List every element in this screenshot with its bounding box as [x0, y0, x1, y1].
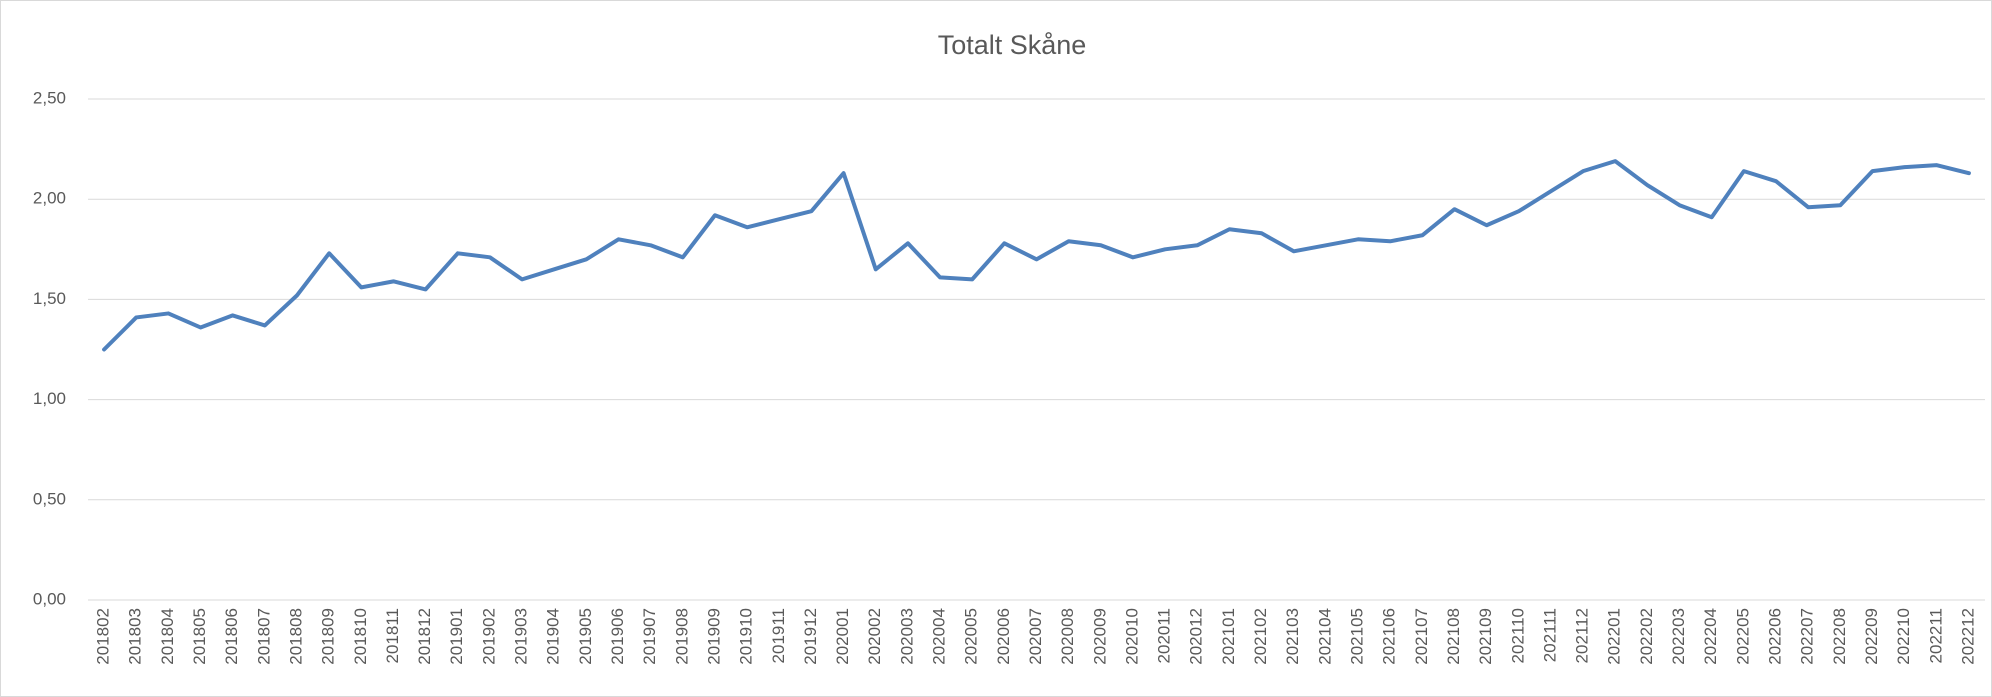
data-line: [102, 159, 1971, 352]
x-tick-label: 201807: [254, 608, 273, 665]
x-tick-label: 201811: [383, 608, 402, 663]
y-tick-label: 0,50: [33, 489, 66, 508]
x-tick-label: 202204: [1701, 608, 1720, 665]
x-tick-label: 201802: [94, 608, 113, 665]
x-tick-label: 202206: [1765, 608, 1784, 665]
x-tick-label: 201812: [415, 608, 434, 665]
x-tick-label: 201912: [801, 608, 820, 665]
x-tick-label: 202110: [1508, 608, 1527, 663]
x-tick-label: 201808: [286, 608, 305, 665]
x-tick-label: 202202: [1637, 608, 1656, 665]
x-tick-label: 202012: [1187, 608, 1206, 665]
x-tick-label: 202104: [1315, 608, 1334, 665]
x-tick-label: 202203: [1669, 608, 1688, 665]
x-tick-label: 202208: [1830, 608, 1849, 665]
x-tick-label: 202111: [1540, 608, 1559, 662]
x-tick-label: 202008: [1058, 608, 1077, 665]
x-tick-label: 202005: [962, 608, 981, 665]
x-tick-label: 202212: [1958, 608, 1977, 665]
x-tick-label: 202105: [1348, 608, 1367, 665]
x-tick-label: 201805: [190, 608, 209, 665]
x-tick-label: 201803: [126, 608, 145, 665]
x-tick-label: 201903: [512, 608, 531, 665]
x-tick-label: 202101: [1219, 608, 1238, 665]
x-tick-label: 202108: [1444, 608, 1463, 665]
x-tick-label: 202211: [1926, 608, 1945, 663]
x-tick-label: 202004: [930, 608, 949, 665]
x-tick-label: 202011: [1155, 608, 1174, 663]
x-tick-label: 202201: [1605, 608, 1624, 665]
x-tick-label: 202103: [1283, 608, 1302, 665]
x-tick-label: 201902: [479, 608, 498, 665]
x-tick-label: 202010: [1122, 608, 1141, 665]
x-tick-label: 201908: [672, 608, 691, 665]
x-tick-label: 202106: [1380, 608, 1399, 665]
x-tick-label: 201910: [737, 608, 756, 665]
x-tick-label: 202002: [865, 608, 884, 665]
x-tick-label: 202107: [1412, 608, 1431, 665]
x-tick-label: 201806: [222, 608, 241, 665]
x-tick-label: 202112: [1573, 608, 1592, 663]
y-tick-label: 0,00: [33, 589, 66, 608]
x-tick-label: 201809: [319, 608, 338, 665]
x-tick-label: 201804: [158, 608, 177, 665]
x-tick-label: 201810: [351, 608, 370, 665]
x-tick-label: 202207: [1798, 608, 1817, 665]
y-tick-label: 1,50: [33, 289, 66, 308]
x-tick-label: 201906: [608, 608, 627, 665]
x-tick-label: 202210: [1894, 608, 1913, 665]
x-tick-label: 201907: [640, 608, 659, 665]
y-tick-label: 2,50: [33, 88, 66, 107]
x-tick-label: 201909: [704, 608, 723, 665]
x-tick-label: 202102: [1251, 608, 1270, 665]
x-tick-label: 202009: [1090, 608, 1109, 665]
x-tick-label: 202007: [1026, 608, 1045, 665]
x-tick-label: 201911: [769, 608, 788, 663]
x-tick-label: 201901: [447, 608, 466, 665]
chart-title: Totalt Skåne: [938, 30, 1087, 60]
x-tick-label: 202209: [1862, 608, 1881, 665]
x-tick-label: 202109: [1476, 608, 1495, 665]
y-tick-label: 1,00: [33, 389, 66, 408]
x-tick-label: 201905: [576, 608, 595, 665]
x-tick-label: 201904: [544, 608, 563, 665]
x-tick-label: 202006: [994, 608, 1013, 665]
x-tick-label: 202001: [833, 608, 852, 665]
y-tick-label: 2,00: [33, 189, 66, 208]
x-tick-label: 202205: [1733, 608, 1752, 665]
x-tick-label: 202003: [897, 608, 916, 665]
